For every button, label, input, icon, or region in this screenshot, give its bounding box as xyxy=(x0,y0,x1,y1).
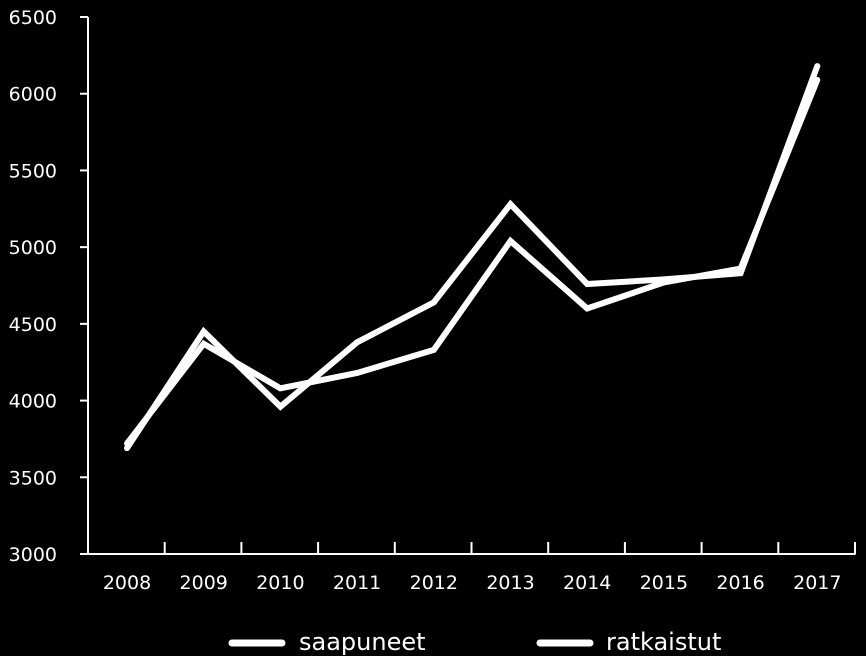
series-saapuneet xyxy=(124,63,821,452)
x-tick-label: 2008 xyxy=(103,572,151,594)
y-tick-label: 4500 xyxy=(9,314,57,336)
y-axis: 3000 3500 4000 4500 5000 5500 6000 6500 xyxy=(9,7,89,566)
x-tick-label: 2014 xyxy=(563,572,611,594)
legend-item-ratkaistut: ratkaistut xyxy=(536,628,721,656)
legend-label-saapuneet: saapuneet xyxy=(299,628,426,656)
series-ratkaistut xyxy=(124,76,821,447)
x-tick-label: 2011 xyxy=(333,572,381,594)
y-tick-label: 3000 xyxy=(9,544,57,566)
series-line-saapuneet xyxy=(124,63,821,452)
x-tick-label: 2017 xyxy=(793,572,841,594)
x-tick-label: 2016 xyxy=(716,572,764,594)
y-tick-label: 5000 xyxy=(9,237,57,259)
x-tick-label: 2015 xyxy=(640,572,688,594)
y-tick-label: 3500 xyxy=(9,467,57,489)
legend: saapuneet ratkaistut xyxy=(228,628,721,656)
x-tick-label: 2013 xyxy=(486,572,534,594)
x-tick-label: 2012 xyxy=(410,572,458,594)
legend-label-ratkaistut: ratkaistut xyxy=(606,628,721,656)
x-axis: 2008 2009 2010 2011 2012 2013 2014 2015 2016 2017 xyxy=(87,542,856,594)
legend-item-saapuneet: saapuneet xyxy=(228,628,426,656)
y-tick-label: 5500 xyxy=(9,160,57,182)
y-tick-label: 6000 xyxy=(9,84,57,106)
series-line-ratkaistut xyxy=(124,76,821,447)
y-tick-label: 6500 xyxy=(9,7,57,29)
x-tick-label: 2010 xyxy=(256,572,304,594)
x-tick-label: 2009 xyxy=(180,572,228,594)
y-tick-label: 4000 xyxy=(9,391,57,413)
series-layer xyxy=(124,63,821,452)
